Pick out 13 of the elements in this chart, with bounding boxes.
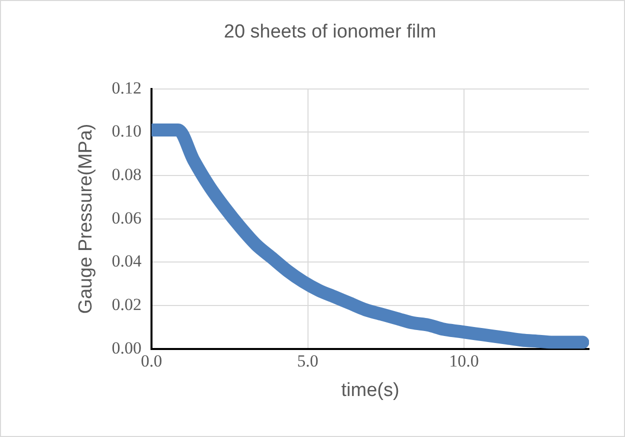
y-axis-title: Gauge Pressure(MPa) bbox=[76, 124, 97, 314]
y-tick-label: 0.10 bbox=[112, 122, 142, 141]
y-tick-label: 0.00 bbox=[112, 338, 142, 358]
y-tick-label: 0.02 bbox=[112, 294, 142, 314]
y-tick-label: 0.06 bbox=[112, 208, 142, 228]
y-tick-label: 0.08 bbox=[112, 164, 142, 184]
x-tick-label: 10.0 bbox=[449, 351, 479, 370]
y-tick-label: 0.04 bbox=[112, 252, 142, 271]
x-tick-label: 0.0 bbox=[140, 351, 162, 370]
y-tick-label: 0.12 bbox=[112, 78, 142, 98]
chart-title: 20 sheets of ionomer film bbox=[224, 22, 436, 43]
x-axis-title: time(s) bbox=[341, 380, 400, 401]
x-tick-label: 5.0 bbox=[297, 351, 318, 370]
